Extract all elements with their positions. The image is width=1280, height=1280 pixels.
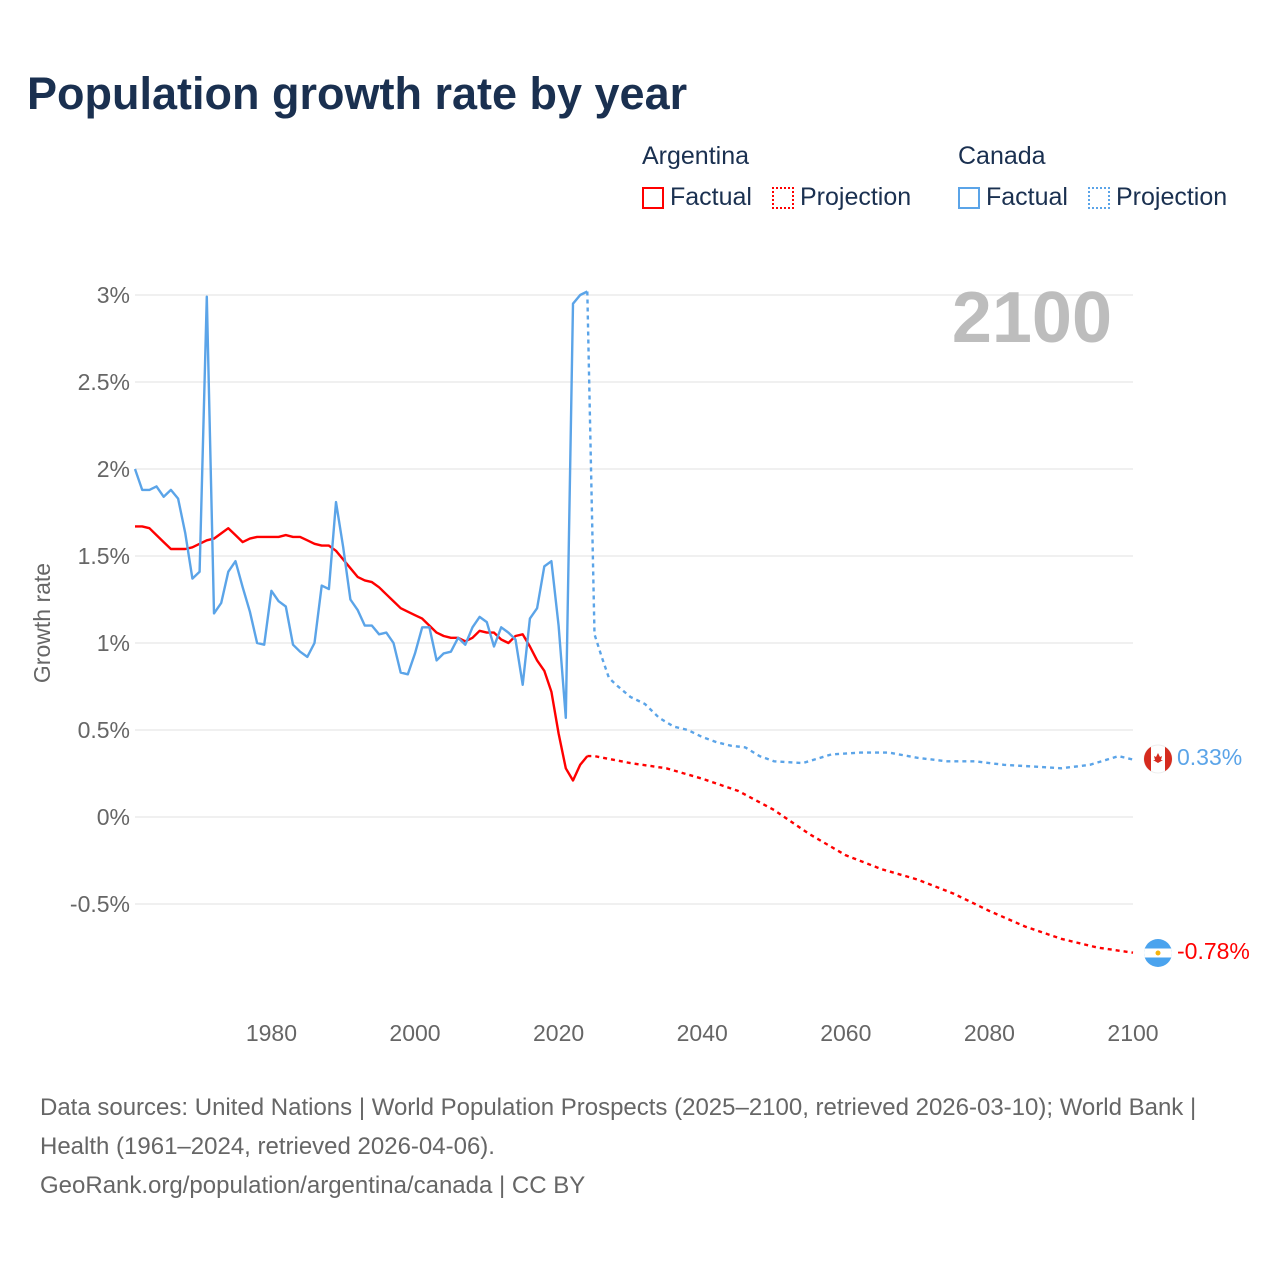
legend-swatch-factual [958, 186, 980, 209]
y-tick-label: 0% [97, 804, 130, 830]
data-sources: Data sources: United Nations | World Pop… [40, 1094, 1197, 1160]
legend-group-canada: Canada Factual Projection [958, 142, 1227, 212]
x-tick-label: 2020 [533, 1020, 584, 1046]
legend-label[interactable]: Projection [799, 183, 912, 211]
year-display: 2100 [952, 278, 1112, 358]
x-tick-label: 2080 [964, 1020, 1015, 1046]
legend-label[interactable]: Projection [1115, 183, 1228, 211]
x-tick-label: 2040 [677, 1020, 728, 1046]
attribution-link[interactable]: GeoRank.org/population/argentina/canada … [40, 1172, 586, 1199]
sources-note: Data sources: United Nations | World Pop… [40, 1088, 1240, 1205]
y-axis-label: Growth rate [29, 563, 55, 683]
y-tick-label: -0.5% [70, 891, 130, 917]
argentina-flag-icon [1144, 939, 1172, 967]
legend-country-label: Canada [958, 142, 1046, 170]
y-tick-label: 2% [97, 456, 130, 482]
x-tick-label: 2100 [1107, 1020, 1158, 1046]
chart-title: Population growth rate by year [27, 68, 688, 119]
legend-label[interactable]: Factual [986, 183, 1068, 211]
legend-label[interactable]: Factual [670, 183, 752, 211]
canada-end-label: 0.33% [1177, 744, 1242, 770]
legend-country-label: Argentina [642, 142, 750, 170]
legend-swatch-factual [642, 186, 664, 209]
legend-swatch-projection [771, 186, 794, 209]
argentina-factual-line [135, 525, 589, 782]
legend-group-argentina: Argentina Factual Projection [642, 142, 911, 212]
canada-projection-line [586, 291, 1134, 770]
argentina-end-label: -0.78% [1177, 938, 1250, 964]
y-tick-label: 3% [97, 282, 130, 308]
x-tick-label: 2060 [820, 1020, 871, 1046]
y-tick-label: 1% [97, 630, 130, 656]
canada-flag-icon [1143, 744, 1173, 774]
legend-swatch-projection [1087, 186, 1110, 209]
argentina-projection-line [587, 754, 1134, 954]
y-tick-label: 2.5% [78, 369, 130, 395]
x-tick-label: 2000 [389, 1020, 440, 1046]
canada-factual-line [133, 290, 588, 719]
plot-area: 3% 2.5% 2% 1.5% 1% 0.5% 0% -0.5% 1980 2000 2020 204… [29, 278, 1250, 1046]
y-tick-label: 1.5% [78, 543, 130, 569]
x-tick-label: 1980 [246, 1020, 297, 1046]
y-tick-label: 0.5% [78, 717, 130, 743]
